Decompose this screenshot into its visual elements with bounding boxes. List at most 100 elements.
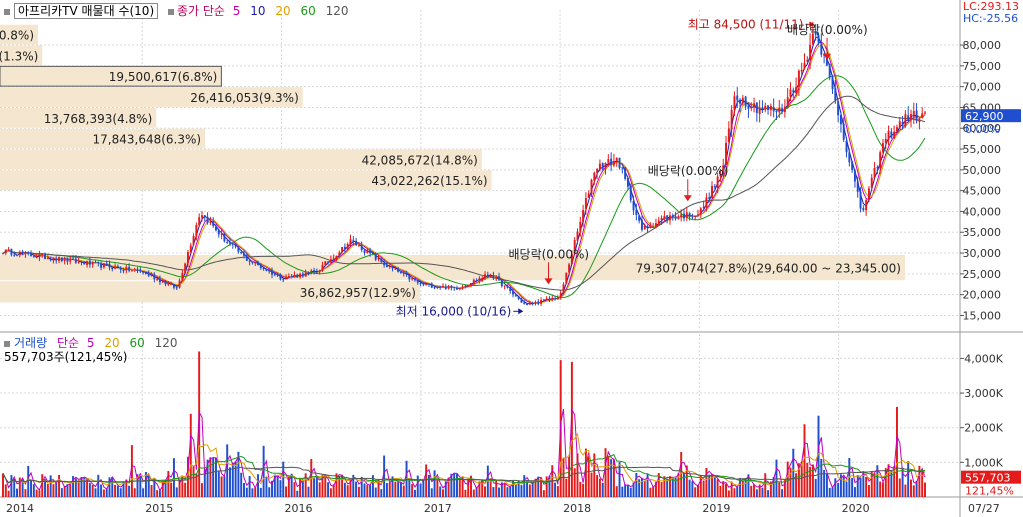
price-candle [52, 259, 55, 261]
price-tick-label: 25,000 [963, 268, 1002, 281]
price-candle [21, 251, 24, 254]
price-candle [677, 216, 680, 220]
price-candle [744, 96, 747, 107]
price-candle [893, 131, 896, 139]
volume-bar [573, 468, 576, 497]
price-candle [912, 111, 915, 115]
price-candle [186, 252, 189, 264]
price-candle [164, 281, 167, 285]
volume-profile-label: 36,862,957(12.9%) [300, 286, 416, 300]
volume-bar [60, 488, 63, 497]
volume-bar [209, 457, 212, 497]
volume-bar [677, 473, 680, 497]
price-candle [215, 226, 217, 231]
price-candle [915, 110, 918, 122]
volume-bar [898, 478, 901, 497]
volume-bar [663, 476, 666, 497]
price-candle [803, 63, 806, 69]
volume-bar [133, 488, 136, 497]
price-ma-120-line [2, 95, 926, 291]
volume-bar [666, 478, 669, 497]
volume-bar [262, 445, 265, 497]
price-candle [680, 214, 683, 218]
volume-bar [772, 476, 775, 497]
price-candle [828, 64, 831, 78]
price-candle [921, 113, 924, 118]
volume-bar [142, 488, 145, 497]
volume-bar [481, 480, 484, 497]
volume-bar [596, 475, 599, 497]
volume-bar [10, 475, 13, 497]
price-candle [125, 266, 128, 271]
volume-bar [383, 455, 386, 497]
price-candle [355, 240, 358, 246]
volume-bar [733, 488, 736, 497]
volume-bar [35, 489, 38, 497]
volume-bar [601, 482, 604, 497]
price-candle [69, 258, 72, 262]
price-candle [237, 246, 240, 252]
volume-profile-label: 19,500,617(6.8%) [109, 70, 218, 84]
price-candle [683, 213, 685, 219]
price-candle [116, 266, 119, 268]
volume-bar [646, 473, 649, 497]
x-tick-label: 2016 [285, 502, 313, 515]
volume-bar [442, 489, 444, 497]
volume-bar [865, 477, 868, 497]
price-candle [632, 200, 635, 211]
price-candle [461, 286, 464, 289]
price-candle [792, 90, 795, 93]
volume-bar [722, 481, 725, 497]
price-candle [49, 258, 52, 261]
volume-bar [851, 478, 854, 497]
price-candle [495, 276, 498, 279]
price-candle [503, 285, 506, 287]
price-candle [646, 226, 649, 229]
volume-bar [186, 456, 189, 497]
volume-bar [904, 484, 907, 497]
price-candle [867, 188, 870, 200]
price-candle [425, 283, 428, 285]
price-candle [453, 287, 456, 289]
volume-bar [215, 457, 217, 497]
legend-box-icon [167, 8, 174, 15]
price-candle [895, 127, 898, 132]
price-candle [32, 256, 35, 258]
volume-bar [879, 481, 882, 497]
price-candle [685, 212, 688, 218]
volume-bar [130, 445, 133, 497]
price-candle [338, 252, 341, 256]
legend-box-icon [4, 8, 10, 15]
price-candle [853, 170, 856, 182]
volume-bar [360, 476, 363, 497]
price-candle [94, 262, 97, 264]
volume-bar [565, 478, 568, 497]
price-candle [357, 244, 360, 246]
volume-bar [531, 482, 534, 497]
price-candle [346, 243, 349, 250]
volume-bar [915, 480, 918, 497]
volume-bar [321, 474, 324, 497]
price-candle [481, 278, 484, 280]
volume-bar [758, 484, 761, 497]
volume-bar [357, 486, 360, 497]
price-candle [486, 274, 489, 276]
volume-bar [845, 481, 848, 497]
price-candle [797, 70, 800, 87]
volume-bar [498, 487, 501, 497]
volume-profile-label: 79,307,074(27.8%)(29,640.00 ~ 23,345.00) [636, 262, 901, 276]
price-candle [273, 274, 276, 276]
price-candle [540, 300, 543, 304]
price-candle [660, 217, 663, 220]
price-candle [708, 197, 711, 199]
price-candle [223, 233, 226, 242]
volume-bar [713, 477, 716, 497]
price-candle [811, 33, 814, 45]
price-candle [139, 270, 142, 272]
volume-bar [528, 484, 531, 497]
price-candle [666, 215, 669, 220]
volume-profile-label: 2,319,956(0.8%) [0, 29, 34, 43]
current-price-box [961, 109, 1021, 123]
volume-bar [697, 484, 699, 497]
price-candle [739, 100, 742, 104]
